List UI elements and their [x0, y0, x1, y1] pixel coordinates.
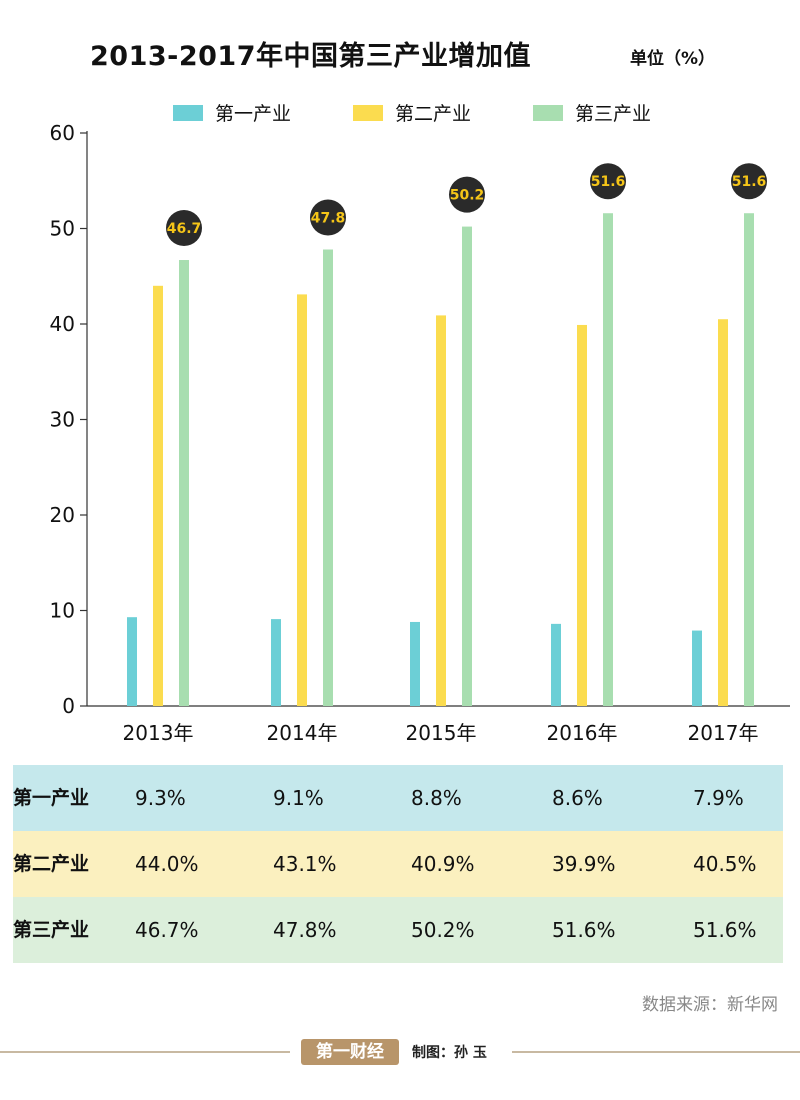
- bar: [271, 619, 281, 706]
- value-callout-bubble: [166, 210, 202, 247]
- bar: [577, 324, 587, 706]
- bar: [323, 249, 333, 706]
- y-tick-label: 10: [50, 599, 75, 623]
- chart-title: 2013-2017年中国第三产业增加值: [90, 41, 531, 72]
- table-cell: 46.7%: [135, 918, 199, 942]
- footer-divider-left: [0, 1051, 290, 1053]
- y-tick-label: 60: [50, 121, 75, 145]
- row-label: 第三产业: [13, 919, 90, 941]
- legend-label-secondary: 第二产业: [395, 103, 472, 125]
- legend-label-primary: 第一产业: [215, 103, 292, 125]
- y-tick-label: 0: [62, 694, 75, 718]
- table-cell: 8.8%: [411, 786, 462, 810]
- x-tick-label: 2014年: [267, 721, 338, 745]
- bar: [462, 226, 472, 706]
- table-row: 第一产业 9.3% 9.1% 8.8% 8.6% 7.9%: [13, 765, 783, 831]
- value-callout-label: 51.6: [591, 174, 626, 190]
- row-label: 第二产业: [13, 853, 90, 875]
- bar: [551, 623, 561, 706]
- legend: 第一产业 第二产业 第三产业: [0, 99, 800, 129]
- unit-label: 单位（%）: [630, 49, 716, 69]
- table-cell: 39.9%: [552, 852, 616, 876]
- bar: [179, 260, 189, 706]
- legend-item-primary: 第一产业: [173, 99, 291, 126]
- table-cell: 44.0%: [135, 852, 199, 876]
- data-source: 数据来源：新华网: [642, 995, 778, 1015]
- bar-chart: 0 10 20 30 40 50 60 2013年 46.7 2014年 47.8 2015年 50.2…: [50, 121, 790, 745]
- table-cell: 8.6%: [552, 786, 603, 810]
- row-label: 第一产业: [13, 787, 90, 809]
- x-tick-label: 2016年: [547, 721, 618, 745]
- value-callout-label: 51.6: [732, 174, 767, 190]
- legend-swatch-tertiary: [533, 104, 563, 121]
- value-callout-bubble: [310, 199, 346, 236]
- value-callout-bubble: [731, 163, 767, 200]
- bar: [127, 617, 137, 706]
- y-tick-label: 40: [50, 312, 75, 336]
- value-callout-label: 50.2: [450, 188, 485, 204]
- x-tick-label: 2013年: [123, 721, 194, 745]
- y-tick-label: 20: [50, 503, 75, 527]
- table-cell: 9.1%: [273, 786, 324, 810]
- legend-swatch-primary: [173, 104, 203, 121]
- x-tick-label: 2015年: [406, 721, 477, 745]
- value-callout-bubble: [590, 163, 626, 200]
- table-cell: 43.1%: [273, 852, 337, 876]
- value-callout-bubble: [449, 176, 485, 213]
- value-callout-label: 46.7: [167, 221, 202, 237]
- table-cell: 51.6%: [552, 918, 616, 942]
- table-cell: 40.9%: [411, 852, 475, 876]
- table-cell: 7.9%: [693, 786, 744, 810]
- x-tick-label: 2017年: [688, 721, 759, 745]
- bar: [603, 213, 613, 706]
- y-tick-label: 50: [50, 217, 75, 241]
- legend-item-secondary: 第二产业: [353, 99, 471, 126]
- value-callout-label: 47.8: [311, 211, 346, 227]
- bar: [153, 285, 163, 706]
- legend-label-tertiary: 第三产业: [575, 103, 652, 125]
- table-cell: 9.3%: [135, 786, 186, 810]
- bar: [436, 315, 446, 706]
- bar: [744, 213, 754, 706]
- bar: [410, 621, 420, 706]
- table-cell: 47.8%: [273, 918, 337, 942]
- legend-item-tertiary: 第三产业: [533, 99, 651, 126]
- brand-logo: 第一财经: [301, 1039, 399, 1065]
- table-cell: 51.6%: [693, 918, 757, 942]
- footer-divider-right: [512, 1051, 800, 1053]
- table-row: 第三产业 46.7% 47.8% 50.2% 51.6% 51.6%: [13, 897, 783, 963]
- bar: [718, 319, 728, 706]
- table-row: 第二产业 44.0% 43.1% 40.9% 39.9% 40.5%: [13, 831, 783, 897]
- bar: [692, 630, 702, 706]
- bar: [297, 294, 307, 706]
- maker-credit: 制图：孙 玉: [412, 1045, 487, 1061]
- table-cell: 40.5%: [693, 852, 757, 876]
- legend-swatch-secondary: [353, 104, 383, 121]
- data-table: 第一产业 9.3% 9.1% 8.8% 8.6% 7.9% 第二产业 44.0%…: [13, 765, 783, 963]
- table-cell: 50.2%: [411, 918, 475, 942]
- y-tick-label: 30: [50, 408, 75, 432]
